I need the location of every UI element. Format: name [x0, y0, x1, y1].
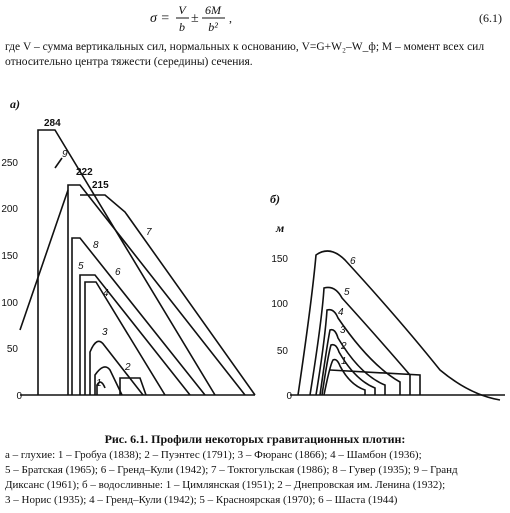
curve-label: 8	[93, 240, 99, 251]
formula-end: ,	[229, 11, 232, 25]
spillway-profiles	[297, 250, 501, 401]
curve-label: 9	[62, 149, 68, 160]
curve-label: 5	[78, 261, 84, 272]
tick-label: 100	[271, 299, 288, 310]
tick-label: 200	[1, 204, 18, 215]
tick-label: 0	[286, 391, 292, 402]
curve-label: 4	[338, 307, 344, 318]
tick-label: 0	[16, 391, 22, 402]
formula-lhs: σ =	[150, 11, 170, 26]
curve-label: 3	[102, 327, 108, 338]
caption-title: Рис. 6.1. Профили некоторых гравитационн…	[105, 432, 406, 446]
paragraph-line: относительно центра тяжести (середины) с…	[5, 56, 253, 68]
peak-label: 284	[44, 118, 61, 129]
axis-unit: м	[275, 221, 284, 235]
curve-label: 4	[103, 288, 109, 299]
caption-line: 5 – Братская (1965); 6 – Гренд–Кули (194…	[5, 464, 458, 476]
tick-label: 50	[277, 346, 289, 357]
paragraph-line: где V – сумма вертикальных сил, нормальн…	[5, 41, 484, 53]
curve-label: 5	[344, 287, 350, 298]
curve-label: 7	[146, 227, 152, 238]
tick-label: 250	[1, 158, 18, 169]
dam-profiles	[19, 129, 256, 396]
axis: 0 50 100 150	[271, 254, 505, 402]
curve-label: 2	[124, 362, 131, 373]
curve-label: 1	[96, 378, 102, 389]
formula-num: V	[178, 3, 187, 17]
formula-den: b	[179, 20, 185, 34]
formula-op: ±	[191, 11, 199, 26]
peak-label: 222	[76, 167, 93, 178]
tick-label: 100	[1, 298, 18, 309]
formula-num: 6M	[205, 3, 222, 17]
curve-label: 6	[115, 267, 121, 278]
tick-label: 150	[271, 254, 288, 265]
curve-label: 1	[341, 356, 347, 367]
caption-line: а – глухие: 1 – Гробуа (1838); 2 – Пуэнт…	[5, 449, 422, 461]
formula-den: b²	[208, 20, 218, 34]
curve-label: 2	[340, 341, 347, 352]
caption-line: 3 – Норис (1935); 4 – Гренд–Кули (1942);…	[5, 494, 398, 506]
tick-label: 50	[7, 344, 19, 355]
axis: 0 50 100 150 200 250	[1, 158, 255, 402]
curve-label: 3	[340, 325, 346, 336]
caption-line: Диксанс (1961); б – водосливные: 1 – Цим…	[5, 479, 445, 491]
tick-label: 150	[1, 251, 18, 262]
peak-label: 215	[92, 180, 109, 191]
formula-number: (6.1)	[479, 11, 502, 25]
panel-label: б)	[270, 192, 280, 206]
panel-label: а)	[10, 97, 20, 111]
curve-label: 6	[350, 256, 356, 267]
